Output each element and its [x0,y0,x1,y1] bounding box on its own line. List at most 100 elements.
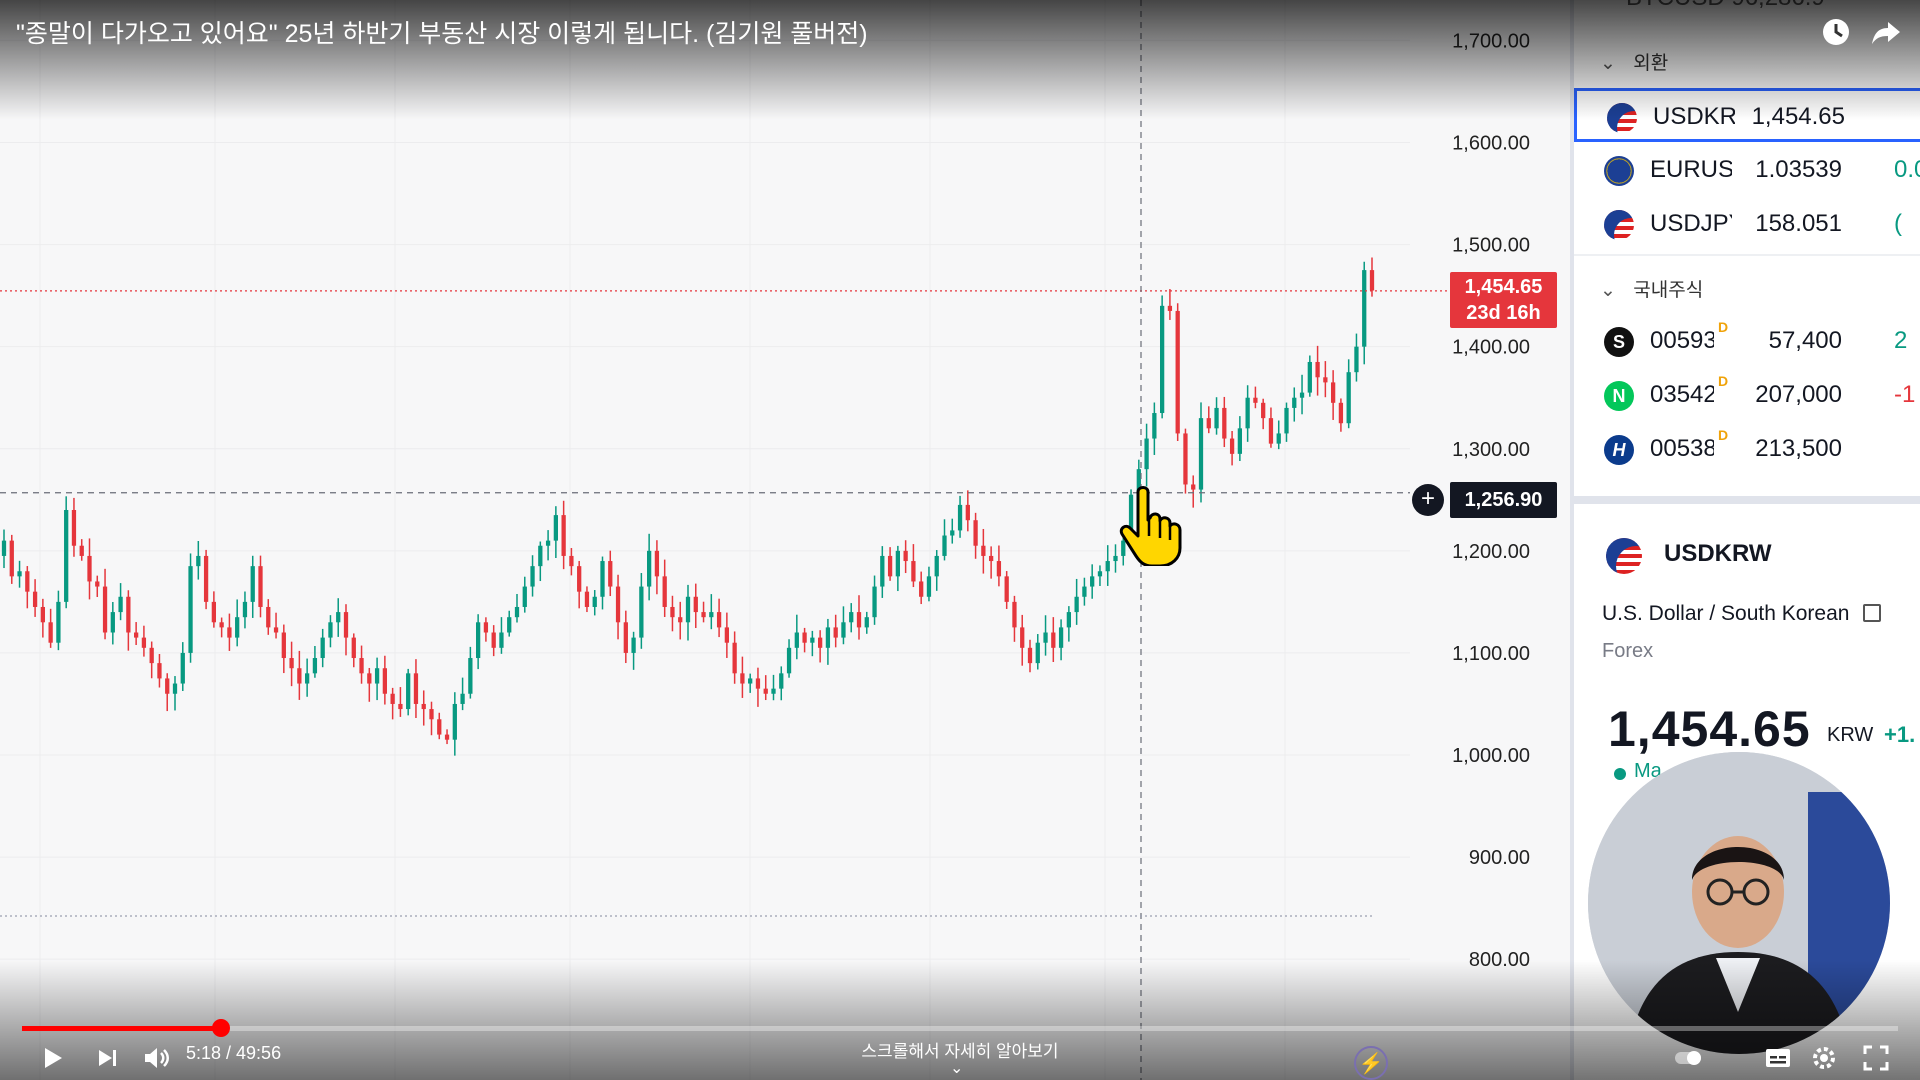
candle-body [926,576,932,597]
row-change: 0.0 [1894,156,1920,183]
candle-body [1066,612,1072,628]
candle-body [872,586,877,618]
section-kr-header[interactable]: ⌄ 국내주식 [1600,275,1703,302]
candle-body [592,596,597,607]
candle-body [623,622,628,653]
external-link-icon[interactable] [1863,604,1882,622]
candle-body [1082,586,1087,597]
candle-body [1292,397,1297,408]
price-chart[interactable]: 1,700.00 1,600.00 1,500.00 1,400.00 1,300.00… [0,0,1570,1080]
row-value: 158.051 [1755,210,1842,237]
row-symbol: 005380 [1650,435,1714,462]
section-fx-header[interactable]: ⌄ 외환 [1600,48,1668,75]
candle-body [297,668,302,684]
next-icon[interactable] [92,1042,124,1074]
watchlist-row-usdjpy[interactable]: USDJPY 158.051 ( [1574,198,1920,250]
section-kr-label: 국내주식 [1633,280,1704,301]
candle-body [336,612,341,623]
candle-body [1222,407,1227,439]
bolt-icon[interactable]: ⚡ [1354,1046,1388,1080]
candle-body [561,515,566,556]
candle-body [919,581,924,597]
presenter-image [1588,752,1890,1054]
y-tick-label: 1,700.00 [1452,30,1530,52]
candle-body [1338,402,1344,424]
y-tick-label: 1,600.00 [1452,133,1530,155]
candle-body [1159,305,1165,414]
candle-body [1183,433,1188,485]
eu-flag-icon [1604,156,1634,186]
candle-body [1,540,7,556]
candle-body [545,540,551,546]
candle-body [32,591,38,607]
share-icon[interactable] [1868,14,1904,50]
candle-body [1004,576,1009,602]
candle-body [786,647,792,674]
watchlist-row-eurusd[interactable]: EURUSD 1.03539 0.0 [1574,144,1920,196]
row-value: 207,000 [1755,381,1842,408]
candle-body [468,658,473,694]
candle-body [1027,647,1033,664]
clock-icon[interactable] [1818,14,1854,50]
candle-body [1354,346,1359,373]
candle-body [841,622,846,638]
samsung-logo-icon: S [1604,327,1634,357]
candle-body [988,555,994,562]
row-change: -1 [1894,381,1916,408]
chevron-down-icon[interactable]: ⌄ [950,1060,964,1077]
settings-icon[interactable] [1808,1042,1840,1074]
candle-body [716,612,722,628]
crosshair-price-label: 1,256.90 [1450,482,1557,518]
watchlist-cut-label: BTCUSD 96,286.92 [1626,0,1826,12]
candle-body [157,663,162,679]
watchlist-row-005930[interactable]: S 005930 D 57,400 2 [1574,315,1920,367]
candle-body [615,586,621,623]
row-symbol: EURUSD [1650,156,1732,183]
fullscreen-icon[interactable] [1860,1042,1892,1074]
section-fx-label: 외환 [1633,53,1669,74]
candle-body [149,647,154,664]
candle-body [429,709,434,720]
watchlist-row-005380[interactable]: H 005380 D 213,500 [1574,423,1920,475]
panel-divider[interactable] [1574,496,1920,504]
row-symbol: 005930 [1650,327,1714,354]
row-change: ( [1894,210,1902,237]
play-icon[interactable] [36,1042,68,1074]
candle-body [1121,540,1126,556]
candle-body [654,550,660,577]
candle-body [957,504,963,531]
add-alert-button[interactable]: + [1412,484,1444,516]
autoplay-toggle-icon[interactable] [1672,1042,1704,1074]
scroll-hint[interactable]: 스크롤해서 자세히 알아보기 [861,1042,1059,1061]
candle-body [180,652,185,684]
last-price-value: 1,454.65 [1464,276,1543,298]
candle-body [965,504,970,521]
progress-bar[interactable] [22,1019,1898,1037]
candle-body [95,581,100,587]
candle-body [219,622,224,628]
watchlist-row-035420[interactable]: N 035420 D 207,000 -1 [1574,369,1920,421]
y-tick-label: 900.00 [1469,847,1530,869]
subtitles-icon[interactable] [1762,1042,1794,1074]
volume-icon[interactable] [140,1042,172,1074]
candle-body [1136,469,1141,495]
candle-body [685,596,691,623]
candle-body [188,566,193,653]
candle-body [903,550,908,562]
candle-body [1144,438,1149,470]
progress-scrubber[interactable] [211,1019,230,1037]
candle-body [1346,372,1351,424]
candle-body [444,734,450,740]
row-badge: D [1718,427,1729,443]
candle-body [1074,596,1079,613]
us-flag-icon [1604,210,1634,240]
candle-body [1284,407,1289,434]
watchlist-row-usdkrw[interactable]: USDKRW 1,454.65 [1574,88,1920,142]
video-title[interactable]: "종말이 다가오고 있어요" 25년 하반기 부동산 시장 이렇게 됩니다. (… [16,20,868,48]
chevron-down-icon: ⌄ [1600,53,1616,74]
candle-body [1299,392,1305,398]
row-value: 213,500 [1755,435,1842,462]
candle-body [810,637,815,643]
candle-body [584,591,590,607]
